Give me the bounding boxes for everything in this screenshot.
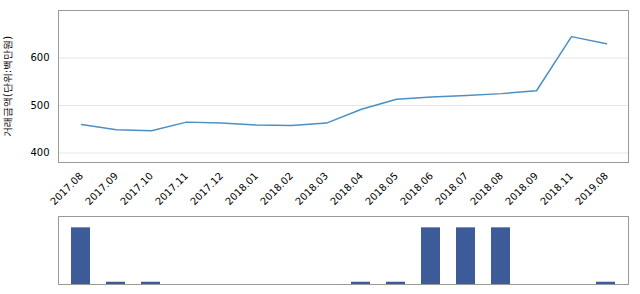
svg-text:500: 500 xyxy=(30,100,49,111)
svg-text:600: 600 xyxy=(30,52,49,63)
svg-text:2017.12: 2017.12 xyxy=(188,170,225,207)
svg-text:2018.08: 2018.08 xyxy=(468,170,505,207)
svg-text:400: 400 xyxy=(30,147,49,158)
svg-text:2018.04: 2018.04 xyxy=(328,170,365,207)
svg-text:2017.09: 2017.09 xyxy=(83,170,120,207)
svg-text:2018.03: 2018.03 xyxy=(293,170,330,207)
svg-text:2018.11: 2018.11 xyxy=(538,170,575,207)
svg-text:2018.02: 2018.02 xyxy=(258,170,295,207)
svg-text:2018.06: 2018.06 xyxy=(398,170,435,207)
svg-text:2018.05: 2018.05 xyxy=(363,170,400,207)
svg-text:2017.08: 2017.08 xyxy=(48,170,85,207)
svg-text:2018.09: 2018.09 xyxy=(503,170,540,207)
svg-text:2017.10: 2017.10 xyxy=(118,170,155,207)
svg-text:2018.07: 2018.07 xyxy=(433,170,470,207)
svg-text:2019.08: 2019.08 xyxy=(573,170,610,207)
svg-text:2017.11: 2017.11 xyxy=(153,170,190,207)
svg-text:거래금액(단위:백만원): 거래금액(단위:백만원) xyxy=(2,36,13,137)
svg-text:2018.01: 2018.01 xyxy=(223,170,260,207)
